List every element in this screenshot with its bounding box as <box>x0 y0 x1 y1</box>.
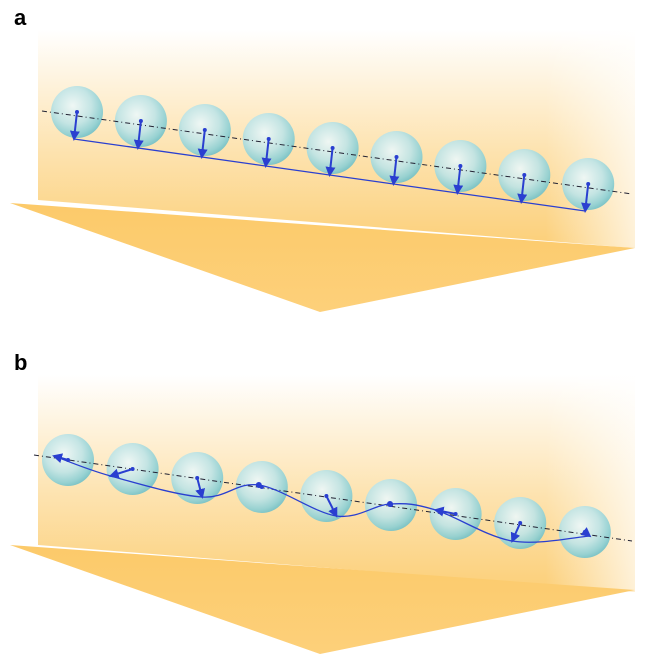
center-dot <box>139 119 143 123</box>
panel-a: a <box>10 5 635 312</box>
center-dot <box>260 485 264 489</box>
center-dot <box>389 503 393 507</box>
center-dot <box>522 173 526 177</box>
center-dot <box>75 110 79 114</box>
center-dot <box>454 512 458 516</box>
center-dot <box>66 458 70 462</box>
center-dot <box>267 137 271 141</box>
panel-label: b <box>14 350 27 375</box>
center-dot <box>586 182 590 186</box>
center-dot <box>331 146 335 150</box>
figure: a b <box>0 0 670 654</box>
center-dot <box>518 521 522 525</box>
panel-b: b <box>10 350 635 654</box>
center-dot <box>195 476 199 480</box>
center-dot <box>203 128 207 132</box>
center-dot <box>583 530 587 534</box>
panel-label: a <box>14 5 27 30</box>
center-dot <box>131 467 135 471</box>
center-dot <box>458 164 462 168</box>
center-dot <box>395 155 399 159</box>
center-dot <box>324 494 328 498</box>
